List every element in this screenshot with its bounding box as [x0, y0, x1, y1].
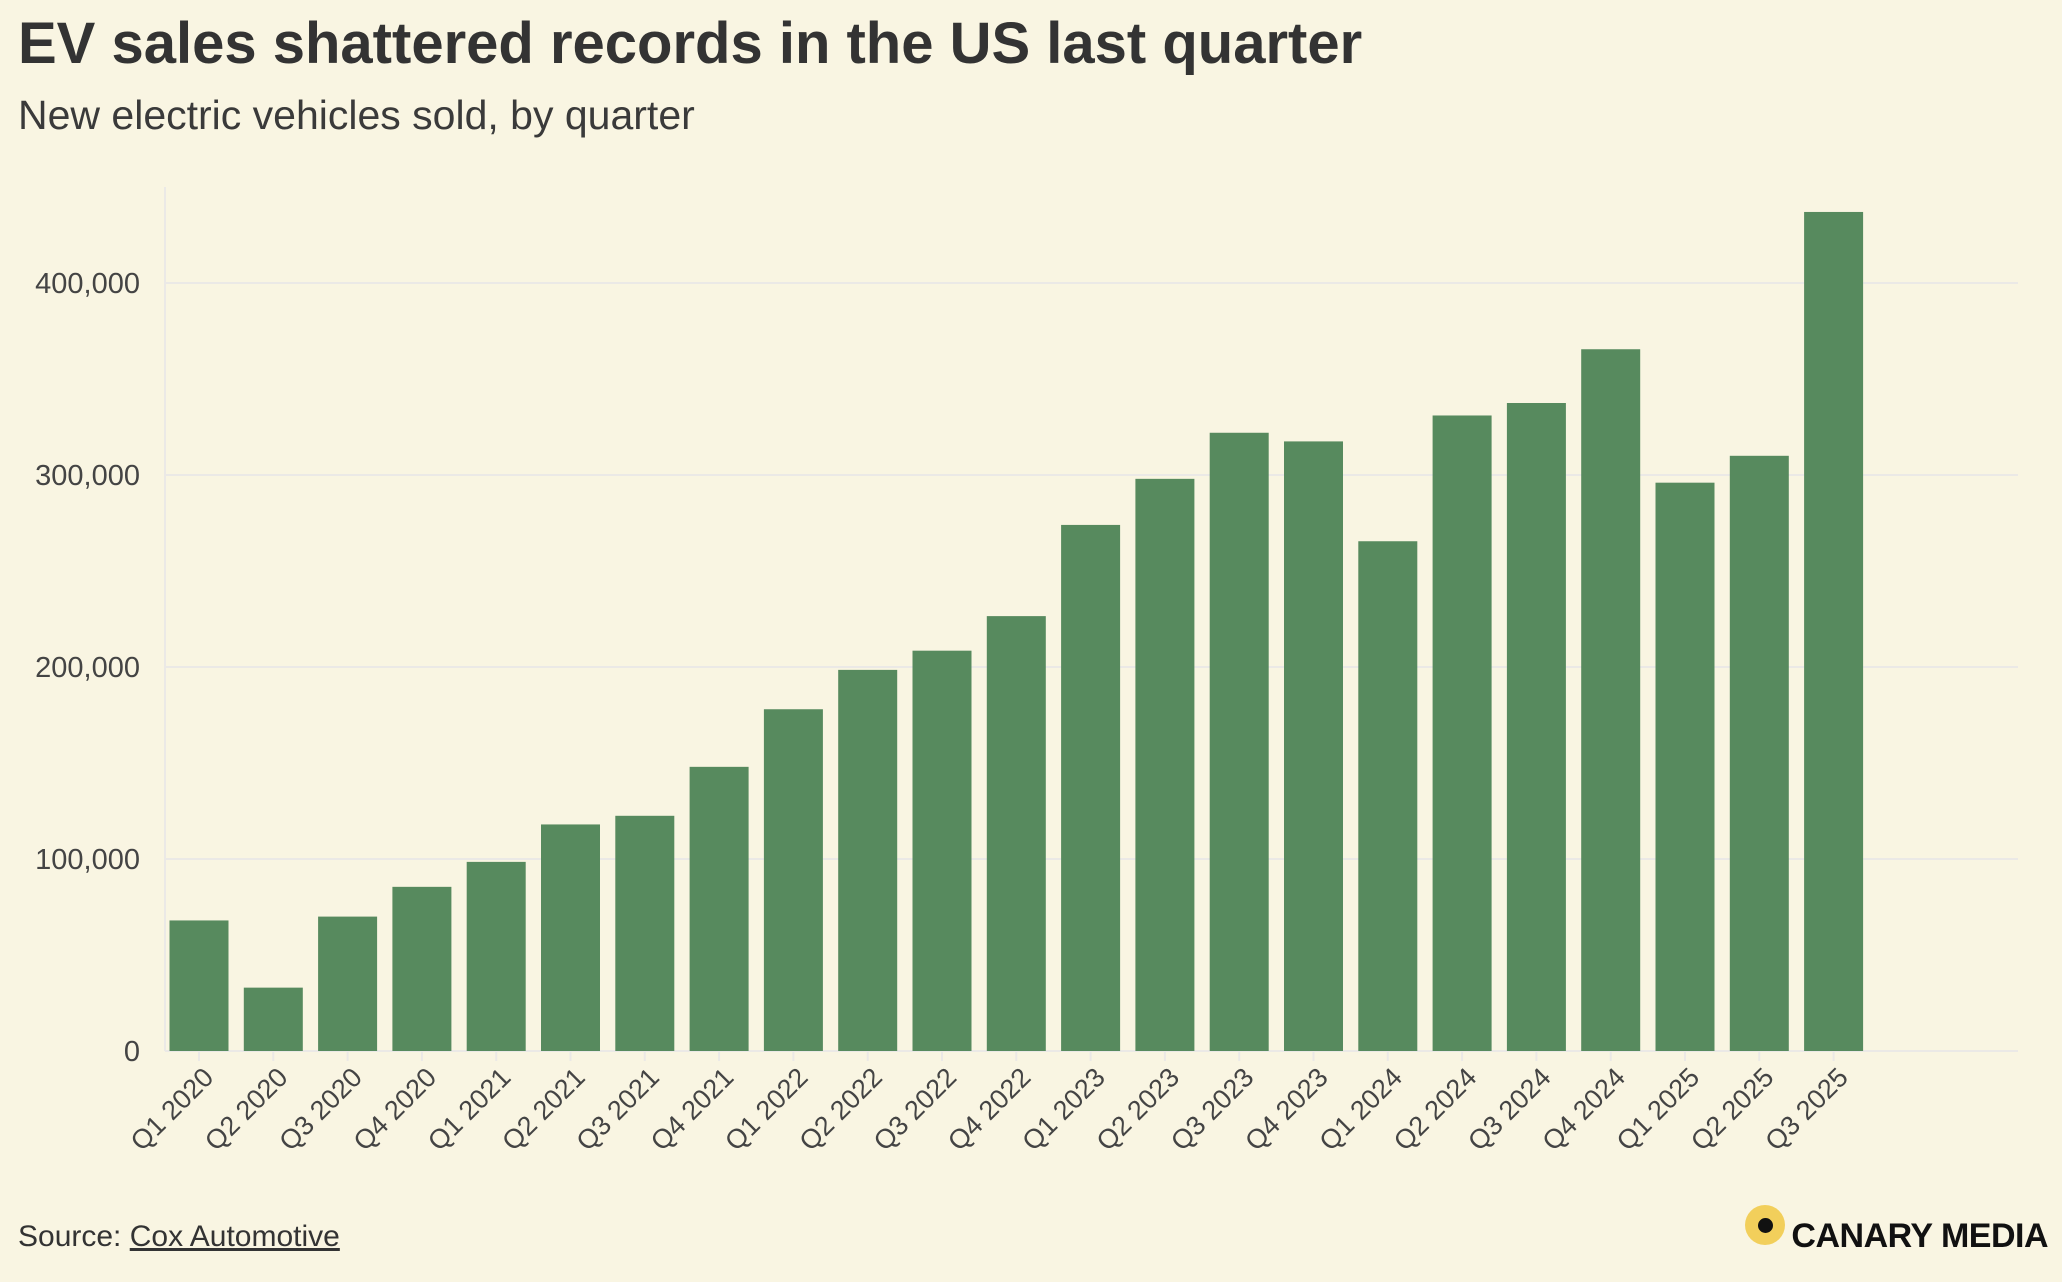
- source-prefix: Source:: [18, 1220, 130, 1253]
- bars: [169, 211, 1864, 1052]
- y-tick-label: 200,000: [35, 652, 140, 684]
- bar: [318, 916, 378, 1051]
- brand: CANARY MEDIA: [1745, 1205, 2048, 1266]
- bar: [1655, 482, 1715, 1051]
- y-tick-label: 400,000: [35, 268, 140, 300]
- chart-subtitle: New electric vehicles sold, by quarter: [18, 92, 695, 138]
- bar: [1358, 541, 1418, 1051]
- bar: [763, 709, 823, 1051]
- source-note: Source: Cox Automotive: [18, 1220, 340, 1254]
- y-tick-label: 300,000: [35, 460, 140, 492]
- bar: [169, 920, 229, 1051]
- bar: [1804, 211, 1864, 1051]
- bar: [838, 669, 898, 1051]
- bar: [1061, 524, 1121, 1051]
- bar: [1284, 441, 1343, 1051]
- bar: [466, 861, 526, 1051]
- bar: [541, 824, 600, 1051]
- y-tick-label: 100,000: [35, 844, 140, 876]
- bar: [1506, 403, 1566, 1051]
- bar: [1432, 415, 1492, 1052]
- bar: [689, 766, 749, 1051]
- bar: [912, 650, 972, 1051]
- x-tick-label: Q3 2025: [1759, 1062, 1853, 1156]
- bar: [392, 886, 452, 1051]
- bar: [986, 616, 1046, 1051]
- source-link[interactable]: Cox Automotive: [129, 1220, 340, 1253]
- canary-logo-icon: [1745, 1205, 1786, 1245]
- y-tick-label: 0: [124, 1036, 140, 1068]
- bar: [1135, 478, 1195, 1052]
- brand-name: CANARY MEDIA: [1791, 1216, 2048, 1255]
- bar: [243, 987, 303, 1051]
- y-axis-tick-labels: 0 100,000 200,000 300,000 400,000: [35, 268, 140, 1068]
- chart-title: EV sales shattered records in the US las…: [18, 11, 1363, 76]
- bar: [1209, 432, 1269, 1051]
- bar: [1581, 349, 1641, 1051]
- canary-logo-dot: [1758, 1218, 1774, 1233]
- bar: [615, 815, 675, 1051]
- bar: [1729, 455, 1789, 1051]
